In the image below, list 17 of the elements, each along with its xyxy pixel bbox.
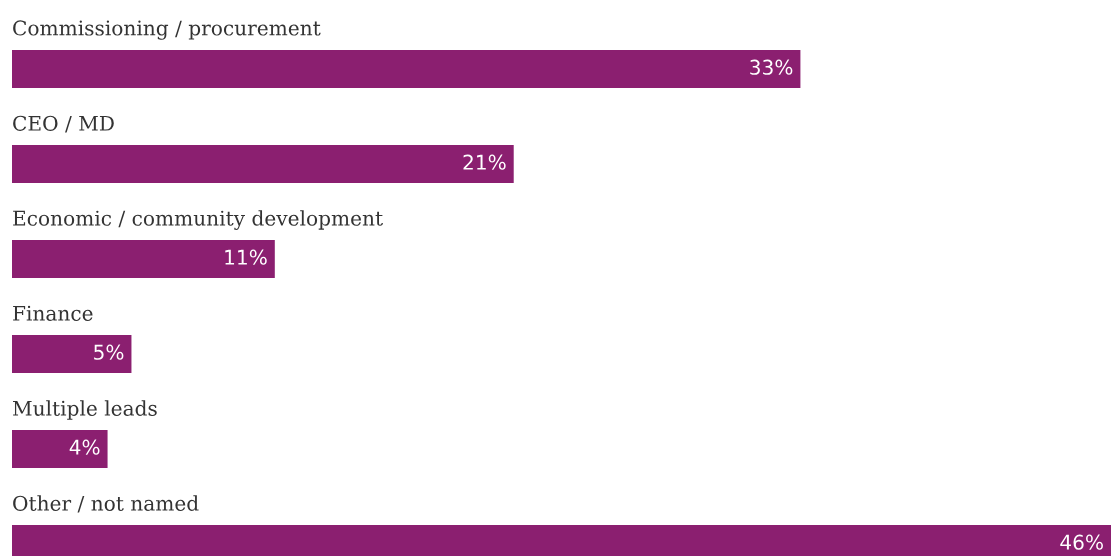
y-tick-label: Commissioning / procurement	[13, 20, 321, 40]
bar	[12, 50, 801, 88]
bar	[12, 430, 108, 468]
data-label: 21%	[463, 154, 506, 170]
bar	[12, 240, 275, 278]
data-label: 33%	[750, 59, 793, 75]
y-tick-label: Other / not named	[13, 495, 199, 513]
y-tick-label: CEO / MD	[13, 115, 114, 133]
bar	[12, 335, 132, 373]
data-label: 11%	[225, 249, 267, 265]
data-label: 4%	[69, 439, 100, 455]
y-tick-label: Finance	[13, 305, 93, 321]
data-label: 5%	[94, 344, 124, 360]
y-tick-label: Economic / community development	[13, 210, 383, 230]
y-tick-label: Multiple leads	[13, 400, 157, 420]
data-label: 46%	[1060, 534, 1103, 550]
bar	[12, 145, 514, 183]
